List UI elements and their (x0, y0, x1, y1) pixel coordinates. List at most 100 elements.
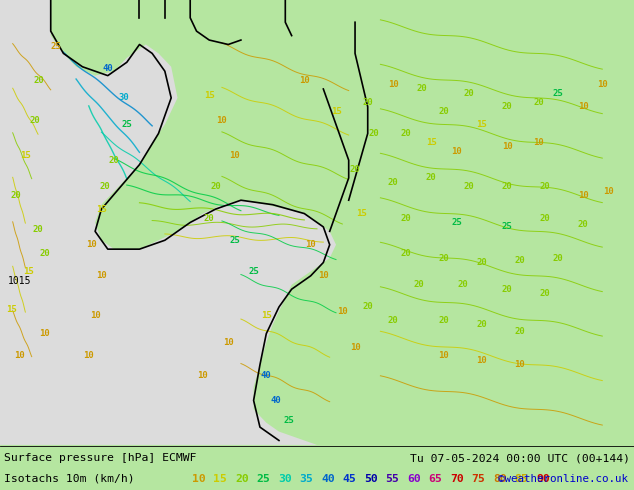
Polygon shape (0, 0, 336, 445)
Text: 10: 10 (192, 474, 206, 484)
Text: 20: 20 (439, 107, 449, 116)
Text: 20: 20 (458, 280, 468, 289)
Text: 30: 30 (119, 94, 129, 102)
Text: 10: 10 (306, 240, 316, 249)
Text: 65: 65 (429, 474, 443, 484)
Text: 20: 20 (439, 253, 449, 263)
Text: 20: 20 (515, 256, 525, 265)
Text: 40: 40 (321, 474, 335, 484)
Text: 20: 20 (540, 182, 550, 192)
Text: 25: 25 (230, 236, 240, 245)
Text: 20: 20 (100, 182, 110, 192)
Text: 10: 10 (96, 271, 107, 280)
Text: 40: 40 (103, 65, 113, 74)
Text: 20: 20 (388, 178, 398, 187)
Text: 25: 25 (451, 218, 462, 227)
Text: 20: 20 (363, 302, 373, 312)
Text: 70: 70 (450, 474, 463, 484)
Text: 15: 15 (96, 205, 107, 214)
Text: 20: 20 (477, 258, 487, 267)
Text: 20: 20 (540, 289, 550, 298)
Text: 10: 10 (299, 75, 309, 85)
Text: ©weatheronline.co.uk: ©weatheronline.co.uk (498, 474, 628, 484)
Text: 20: 20 (553, 253, 563, 263)
Text: 10: 10 (534, 138, 544, 147)
Text: 20: 20 (363, 98, 373, 107)
Text: 30: 30 (278, 474, 292, 484)
Text: 25: 25 (502, 222, 512, 231)
Text: 15: 15 (331, 107, 341, 116)
Text: 15: 15 (6, 305, 16, 314)
Text: 15: 15 (426, 138, 436, 147)
Text: 20: 20 (439, 316, 449, 325)
Text: 20: 20 (417, 84, 427, 94)
Text: 10: 10 (230, 151, 240, 160)
Text: 10: 10 (14, 351, 24, 361)
Text: 15: 15 (214, 474, 227, 484)
Text: 10: 10 (337, 307, 347, 316)
Text: 20: 20 (11, 191, 21, 200)
Text: 45: 45 (342, 474, 356, 484)
Text: 10: 10 (515, 360, 525, 369)
Text: 20: 20 (534, 98, 544, 107)
Text: 20: 20 (578, 220, 588, 229)
Text: 10: 10 (502, 142, 512, 151)
Text: 25: 25 (122, 120, 132, 129)
Text: 20: 20 (369, 129, 379, 138)
Text: 40: 40 (261, 371, 271, 380)
Text: 10: 10 (451, 147, 462, 156)
Text: 10: 10 (318, 271, 328, 280)
Text: 50: 50 (364, 474, 378, 484)
Text: 10: 10 (477, 356, 487, 365)
Text: 20: 20 (350, 165, 360, 173)
Text: 25: 25 (257, 474, 270, 484)
Text: 20: 20 (502, 182, 512, 192)
Text: 20: 20 (515, 327, 525, 336)
Text: 1015: 1015 (8, 276, 31, 286)
Text: 60: 60 (407, 474, 421, 484)
Text: 20: 20 (33, 224, 43, 234)
Text: 10: 10 (597, 80, 607, 89)
Text: 20: 20 (426, 173, 436, 182)
Text: 10: 10 (84, 351, 94, 361)
Text: 15: 15 (477, 120, 487, 129)
Text: 80: 80 (493, 474, 507, 484)
Text: 15: 15 (356, 209, 366, 218)
Text: 20: 20 (34, 75, 44, 85)
Text: 10: 10 (388, 80, 398, 89)
Text: 20: 20 (413, 280, 424, 289)
Text: 20: 20 (401, 214, 411, 222)
Text: Isotachs 10m (km/h): Isotachs 10m (km/h) (4, 474, 134, 484)
Text: 75: 75 (472, 474, 485, 484)
Text: 20: 20 (210, 182, 221, 192)
Text: 25: 25 (51, 42, 61, 51)
Text: 10: 10 (198, 371, 208, 380)
Text: 20: 20 (540, 214, 550, 222)
Text: 20: 20 (464, 182, 474, 192)
Text: 15: 15 (20, 151, 30, 160)
Text: 10: 10 (604, 187, 614, 196)
Text: 35: 35 (299, 474, 313, 484)
Text: 20: 20 (30, 116, 40, 124)
Text: 20: 20 (401, 129, 411, 138)
Text: 10: 10 (223, 338, 233, 347)
Text: 20: 20 (477, 320, 487, 329)
Text: 20: 20 (39, 249, 49, 258)
Text: 10: 10 (87, 240, 97, 249)
Text: 85: 85 (515, 474, 528, 484)
Text: 40: 40 (271, 396, 281, 405)
Text: 10: 10 (350, 343, 360, 351)
Text: 15: 15 (204, 91, 214, 100)
Text: 25: 25 (553, 89, 563, 98)
Text: 55: 55 (385, 474, 399, 484)
Text: Tu 07-05-2024 00:00 UTC (00+144): Tu 07-05-2024 00:00 UTC (00+144) (410, 453, 630, 463)
Text: 90: 90 (536, 474, 550, 484)
Text: 20: 20 (388, 316, 398, 325)
Text: 10: 10 (578, 191, 588, 200)
Text: 25: 25 (249, 267, 259, 276)
Text: 10: 10 (90, 311, 100, 320)
Text: 20: 20 (464, 89, 474, 98)
Text: 10: 10 (439, 351, 449, 361)
Text: 20: 20 (109, 156, 119, 165)
Text: 15: 15 (23, 267, 34, 276)
